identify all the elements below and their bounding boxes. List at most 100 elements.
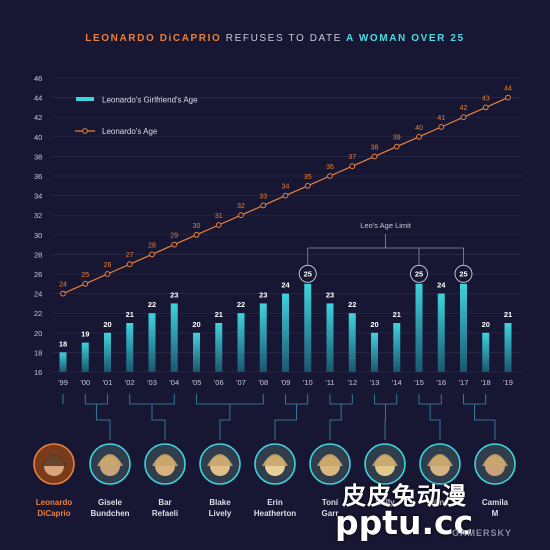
y-tick-label: 22 bbox=[34, 309, 42, 318]
x-tick-label: '06 bbox=[214, 378, 224, 387]
bar bbox=[393, 323, 401, 372]
age-point bbox=[238, 212, 244, 219]
annotation-label: Leo's Age Limit bbox=[360, 221, 412, 230]
person-name-line2: Refaeli bbox=[152, 509, 178, 518]
bar bbox=[304, 283, 312, 372]
bar bbox=[326, 303, 334, 372]
age-point bbox=[215, 222, 222, 228]
age-point bbox=[349, 163, 356, 170]
age-point bbox=[282, 192, 289, 199]
age-value-label: 39 bbox=[393, 135, 401, 142]
x-tick-label: '04 bbox=[169, 378, 179, 387]
age-value-label: 43 bbox=[482, 95, 490, 102]
portrait-hair bbox=[41, 454, 67, 466]
x-tick-label: '11 bbox=[325, 378, 334, 387]
bar-value-label: 21 bbox=[126, 310, 134, 319]
bar-value-label: 25 bbox=[459, 269, 467, 278]
person-name-line1: Camila bbox=[482, 498, 509, 507]
x-tick-label: '18 bbox=[481, 378, 491, 387]
age-point bbox=[304, 182, 311, 189]
x-tick-label: '15 bbox=[414, 378, 424, 387]
x-tick-label: '05 bbox=[192, 378, 202, 387]
year-group-connector bbox=[285, 394, 309, 405]
bar bbox=[59, 352, 67, 372]
legend-swatch-age-point bbox=[82, 128, 88, 134]
age-point bbox=[393, 143, 400, 150]
year-group-connector bbox=[463, 394, 487, 405]
y-tick-label: 28 bbox=[34, 250, 42, 259]
title-part-middle: REFUSES TO DATE bbox=[225, 33, 343, 44]
limit-circle bbox=[298, 264, 317, 283]
portrait-connector bbox=[329, 404, 342, 440]
age-value-label: 28 bbox=[148, 242, 156, 249]
y-tick-label: 32 bbox=[34, 211, 42, 220]
y-tick-label: 20 bbox=[34, 329, 42, 338]
x-tick-label: '12 bbox=[347, 378, 357, 387]
bar-value-label: 22 bbox=[148, 300, 156, 309]
person-name-line1: Leonardo bbox=[36, 498, 73, 507]
bar bbox=[504, 323, 512, 372]
person-name-line2: M bbox=[492, 509, 499, 518]
limit-circle bbox=[454, 264, 473, 283]
person-name-line1: Gisele bbox=[98, 498, 123, 507]
portrait-connector bbox=[474, 404, 496, 440]
age-value-label: 26 bbox=[104, 262, 112, 269]
person-name-line2: Bundchen bbox=[90, 509, 129, 518]
bar bbox=[371, 332, 378, 372]
bar-value-label: 23 bbox=[326, 290, 334, 299]
y-tick-label: 36 bbox=[34, 172, 42, 181]
age-value-label: 37 bbox=[348, 154, 356, 161]
portrait-connector bbox=[151, 404, 166, 440]
person-name-line1: Nina bbox=[431, 498, 449, 507]
portrait-connector bbox=[95, 404, 111, 440]
bar-value-label: 19 bbox=[81, 330, 89, 339]
age-point bbox=[416, 133, 422, 140]
bar-value-label: 24 bbox=[437, 281, 446, 290]
person-name-line1: Toni bbox=[322, 498, 338, 507]
year-group-connector bbox=[329, 394, 353, 405]
age-point bbox=[438, 124, 445, 130]
x-tick-label: '16 bbox=[436, 378, 446, 387]
age-value-label: 27 bbox=[126, 252, 134, 259]
bar-value-label: 22 bbox=[348, 300, 356, 309]
age-value-label: 24 bbox=[59, 282, 67, 289]
y-tick-label: 16 bbox=[34, 368, 42, 377]
bar bbox=[437, 293, 445, 372]
portrait-connector bbox=[384, 404, 387, 440]
bar-value-label: 23 bbox=[170, 290, 178, 299]
bar-value-label: 20 bbox=[103, 320, 111, 329]
age-point bbox=[327, 173, 333, 179]
person-name-line1: Bar bbox=[158, 498, 171, 507]
age-value-label: 44 bbox=[504, 86, 512, 93]
person-name-line1: Blake bbox=[209, 498, 231, 507]
person-name-line2: DiCaprio bbox=[37, 509, 70, 518]
bar bbox=[282, 293, 289, 372]
bar-value-label: 20 bbox=[192, 320, 200, 329]
age-value-label: 31 bbox=[215, 213, 223, 220]
year-group-connector bbox=[84, 394, 108, 405]
bar-value-label: 18 bbox=[59, 339, 67, 348]
y-tick-label: 24 bbox=[34, 290, 42, 299]
bar-value-label: 21 bbox=[393, 310, 401, 319]
bar-value-label: 21 bbox=[504, 310, 512, 319]
year-group-connector bbox=[374, 394, 398, 405]
portrait-hair bbox=[317, 454, 343, 466]
portrait-hair bbox=[97, 454, 123, 466]
portrait-hair bbox=[427, 454, 453, 466]
bar-value-label: 22 bbox=[237, 300, 245, 309]
title-part-name: LEONARDO DiCAPRIO bbox=[85, 33, 222, 44]
bar bbox=[193, 332, 200, 372]
bar-value-label: 21 bbox=[215, 310, 223, 319]
age-value-label: 36 bbox=[326, 164, 334, 171]
x-tick-label: '01 bbox=[103, 378, 113, 387]
bar bbox=[215, 323, 223, 372]
portrait-hair bbox=[372, 454, 398, 466]
y-tick-label: 38 bbox=[34, 152, 42, 161]
y-tick-label: 46 bbox=[34, 74, 42, 83]
x-tick-label: '03 bbox=[147, 378, 157, 387]
x-tick-label: '02 bbox=[125, 378, 135, 387]
legend-label-girlfriend: Leonardo's Girlfriend's Age bbox=[102, 96, 198, 105]
person-name-line2: Lively bbox=[209, 509, 232, 518]
